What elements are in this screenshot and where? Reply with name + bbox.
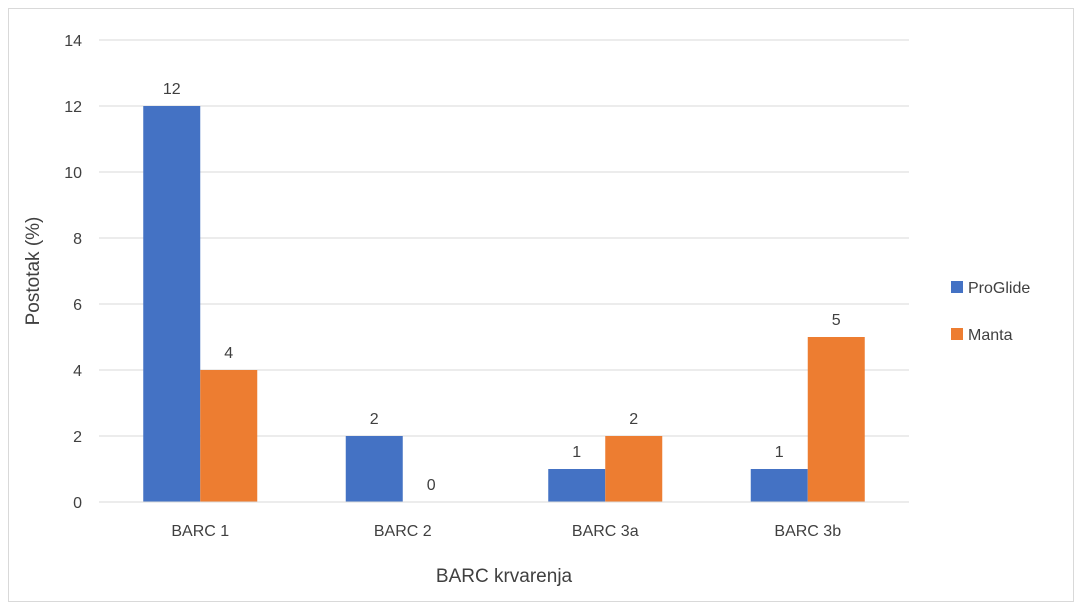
y-tick-label: 10: [64, 165, 82, 182]
bar-proglide-barc-2: [345, 436, 403, 502]
y-tick-label: 14: [64, 33, 82, 50]
legend-swatch-proglide: [951, 281, 963, 293]
data-label: 1: [775, 444, 784, 461]
y-tick-label: 0: [73, 495, 82, 512]
y-tick-label: 8: [73, 231, 82, 248]
y-axis-title: Postotak (%): [23, 217, 44, 326]
data-label: 4: [224, 345, 233, 362]
bar-proglide-barc-1: [143, 106, 201, 502]
bar-proglide-barc-3a: [548, 469, 606, 502]
bars: [143, 106, 865, 502]
bar-proglide-barc-3b: [750, 469, 808, 502]
x-tick-label: BARC 2: [374, 523, 432, 540]
x-tick-label: BARC 3a: [572, 523, 639, 540]
y-axis-ticks: 0 2 4 6 8 10 12 14: [64, 33, 82, 512]
x-tick-label: BARC 1: [171, 523, 229, 540]
data-label: 2: [370, 411, 379, 428]
x-tick-label: BARC 3b: [774, 523, 841, 540]
y-tick-label: 6: [73, 297, 82, 314]
legend-swatch-manta: [951, 328, 963, 340]
data-label: 0: [427, 477, 436, 494]
legend: ProGlide Manta: [951, 280, 1030, 344]
x-axis-ticks: BARC 1 BARC 2 BARC 3a BARC 3b: [171, 523, 841, 540]
bar-manta-barc-3b: [807, 337, 865, 502]
data-label: 1: [572, 444, 581, 461]
legend-label-manta: Manta: [968, 327, 1013, 344]
data-label: 12: [163, 81, 181, 98]
legend-label-proglide: ProGlide: [968, 280, 1030, 297]
y-tick-label: 12: [64, 99, 82, 116]
data-label: 5: [832, 312, 841, 329]
bar-manta-barc-1: [200, 370, 258, 502]
data-label: 2: [629, 411, 638, 428]
bar-manta-barc-3a: [605, 436, 663, 502]
y-tick-label: 4: [73, 363, 82, 380]
chart-frame: 0 2 4 6 8 10 12 14 12 4 2 0 1 2 1 5 BARC 1 BARC 2 BARC 3…: [8, 8, 1074, 602]
x-axis-title: BARC krvarenja: [436, 566, 573, 587]
y-tick-label: 2: [73, 429, 82, 446]
